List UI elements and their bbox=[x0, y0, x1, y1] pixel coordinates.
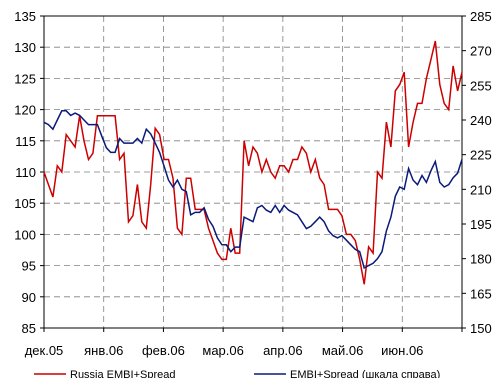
series-embi-spread-line bbox=[43, 110, 463, 269]
right-tick-label: 225 bbox=[470, 148, 492, 163]
left-tick-label: 85 bbox=[22, 321, 36, 336]
x-tick-label: дек.05 bbox=[25, 343, 64, 358]
x-tick-label: мар.06 bbox=[202, 343, 243, 358]
right-tick-label: 270 bbox=[470, 44, 492, 59]
x-tick-label: фев.06 bbox=[142, 343, 185, 358]
x-tick-label: янв.06 bbox=[84, 343, 123, 358]
right-tick-label: 195 bbox=[470, 217, 492, 232]
x-tick-label: апр.06 bbox=[263, 343, 303, 358]
right-tick-label: 165 bbox=[470, 286, 492, 301]
left-tick-label: 135 bbox=[14, 9, 36, 24]
left-tick-label: 110 bbox=[15, 165, 36, 180]
left-tick-label: 105 bbox=[14, 196, 36, 211]
x-axis: дек.05 янв.06 фев.06 мар.06 апр.06 май.06 июн.… bbox=[25, 328, 463, 358]
right-axis: 150 165 180 195 210 225 240 255 270 285 bbox=[462, 9, 492, 336]
gridlines bbox=[44, 16, 462, 328]
right-tick-label: 255 bbox=[470, 78, 492, 93]
right-tick-label: 285 bbox=[470, 9, 492, 24]
left-tick-label: 125 bbox=[14, 71, 36, 86]
x-tick-label: июн.06 bbox=[381, 343, 423, 358]
left-tick-label: 115 bbox=[15, 134, 36, 149]
legend: Russia EMBI+Spread EMBI+Spread (шкала сп… bbox=[34, 369, 440, 378]
legend-label-embi: EMBI+Spread (шкала справа) bbox=[290, 369, 440, 378]
right-tick-label: 150 bbox=[470, 321, 492, 336]
left-tick-label: 95 bbox=[22, 259, 36, 274]
right-tick-label: 180 bbox=[470, 252, 492, 267]
left-tick-label: 130 bbox=[14, 40, 36, 55]
left-axis: 85 90 95 100 105 110 115 120 125 130 135 bbox=[14, 9, 44, 336]
left-tick-label: 90 bbox=[22, 290, 36, 305]
x-tick-label: май.06 bbox=[322, 343, 364, 358]
legend-label-russia: Russia EMBI+Spread bbox=[70, 369, 175, 378]
left-tick-label: 100 bbox=[14, 227, 36, 242]
right-tick-label: 240 bbox=[470, 113, 492, 128]
left-tick-label: 120 bbox=[14, 103, 36, 118]
right-tick-label: 210 bbox=[470, 182, 492, 197]
series-russia-embi-spread-line bbox=[43, 40, 463, 285]
